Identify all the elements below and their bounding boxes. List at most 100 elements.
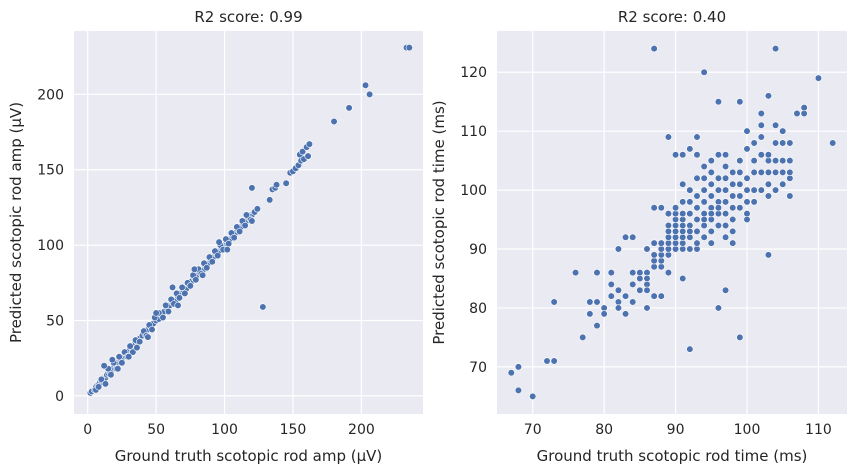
scatter-point bbox=[714, 98, 723, 106]
x-tick-label: 100 bbox=[734, 422, 761, 438]
scatter-point bbox=[771, 139, 780, 147]
scatter-point bbox=[282, 179, 290, 187]
scatter-point bbox=[248, 184, 256, 192]
scatter-point bbox=[621, 233, 630, 241]
x-tick-label: 110 bbox=[805, 422, 832, 438]
scatter-point bbox=[729, 215, 737, 224]
scatter-point bbox=[593, 322, 601, 330]
scatter-point bbox=[361, 81, 370, 89]
scatter-point bbox=[162, 301, 170, 310]
scatter-point bbox=[707, 210, 715, 218]
scatter-point bbox=[779, 127, 787, 135]
scatter-point bbox=[214, 252, 222, 260]
scatter-point bbox=[664, 210, 673, 218]
scatter-point bbox=[186, 282, 194, 290]
scatter-point bbox=[593, 298, 601, 306]
scatter-point bbox=[707, 157, 715, 165]
scatter-point bbox=[764, 251, 773, 259]
scatter-point bbox=[729, 168, 737, 177]
scatter-point bbox=[664, 133, 673, 141]
scatter-point bbox=[686, 210, 694, 218]
plot-background bbox=[497, 31, 847, 414]
scatter-point bbox=[779, 180, 787, 188]
scatter-point bbox=[126, 342, 134, 350]
scatter-point bbox=[750, 198, 758, 206]
scatter-point bbox=[199, 271, 207, 279]
scatter-point bbox=[693, 174, 701, 182]
y-tick-label: 0 bbox=[55, 389, 64, 405]
scatter-point bbox=[743, 174, 751, 182]
scatter-point bbox=[721, 233, 730, 241]
scatter-point bbox=[192, 276, 200, 284]
x-tick-label: 80 bbox=[595, 422, 613, 438]
scatter-point bbox=[657, 204, 665, 212]
scatter-point bbox=[190, 265, 199, 273]
x-tick-label: 0 bbox=[83, 422, 92, 438]
scatter-point bbox=[636, 286, 644, 294]
scatter-point bbox=[636, 268, 644, 277]
scatter-point bbox=[671, 151, 680, 159]
y-tick-label: 100 bbox=[37, 238, 64, 254]
scatter-point bbox=[107, 371, 115, 379]
scatter-point bbox=[225, 240, 233, 248]
scatter-point bbox=[643, 245, 651, 253]
scatter-point bbox=[814, 74, 823, 82]
scatter-point bbox=[700, 174, 708, 182]
scatter-point bbox=[743, 145, 751, 153]
scatter-point bbox=[159, 313, 167, 322]
scatter-point bbox=[330, 117, 338, 126]
scatter-point bbox=[707, 227, 715, 235]
x-tick-label: 150 bbox=[280, 422, 307, 438]
scatter-point bbox=[650, 292, 658, 300]
scatter-point bbox=[714, 174, 723, 182]
scatter-point bbox=[779, 139, 787, 147]
scatter-point bbox=[786, 139, 794, 147]
y-tick-label: 100 bbox=[460, 183, 487, 199]
scatter-point bbox=[721, 151, 730, 159]
scatter-point bbox=[679, 274, 687, 283]
scatter-point bbox=[786, 168, 794, 177]
scatter-point bbox=[571, 268, 580, 277]
scatter-point bbox=[266, 196, 274, 204]
chart-title: R2 score: 0.40 bbox=[618, 8, 726, 26]
scatter-point bbox=[241, 221, 249, 230]
scatter-point bbox=[643, 286, 651, 294]
scatter-point bbox=[764, 180, 773, 188]
scatter-point bbox=[707, 180, 715, 188]
scatter-point bbox=[786, 192, 794, 200]
scatter-point bbox=[729, 180, 737, 188]
scatter-point bbox=[345, 104, 353, 112]
scatter-point bbox=[621, 292, 630, 300]
scatter-point bbox=[700, 186, 708, 194]
scatter-point bbox=[100, 362, 108, 370]
scatter-point bbox=[664, 221, 673, 230]
scatter-point bbox=[679, 151, 687, 159]
scatter-point bbox=[714, 151, 723, 159]
x-tick-label: 200 bbox=[348, 422, 375, 438]
y-tick-label: 120 bbox=[460, 65, 487, 81]
scatter-point bbox=[693, 151, 701, 159]
scatter-point bbox=[650, 239, 658, 247]
scatter-point bbox=[168, 283, 177, 291]
scatter-point bbox=[664, 268, 673, 277]
scatter-point bbox=[721, 174, 730, 182]
x-tick-label: 50 bbox=[147, 422, 165, 438]
right-chart-panel: 70 80 90 100 110 70 80 90 100 110 120 R2 score: 0.4… bbox=[430, 8, 847, 465]
scatter-point bbox=[108, 356, 116, 364]
scatter-point bbox=[764, 92, 773, 100]
y-axis-label: Predicted scotopic rod time (ms) bbox=[430, 100, 448, 344]
y-tick-label: 70 bbox=[469, 360, 487, 376]
scatter-point bbox=[786, 157, 794, 165]
scatter-point bbox=[757, 168, 765, 177]
scatter-point bbox=[657, 292, 665, 300]
scatter-point bbox=[550, 298, 558, 306]
scatter-point bbox=[693, 239, 701, 247]
scatter-point bbox=[679, 210, 687, 218]
scatter-point bbox=[607, 268, 615, 277]
scatter-point bbox=[118, 359, 126, 367]
scatter-point bbox=[579, 333, 587, 342]
y-axis-label: Predicted scotopic rod amp (µV) bbox=[7, 102, 25, 343]
scatter-point bbox=[259, 303, 267, 311]
scatter-point bbox=[543, 357, 551, 365]
scatter-point bbox=[174, 301, 182, 310]
